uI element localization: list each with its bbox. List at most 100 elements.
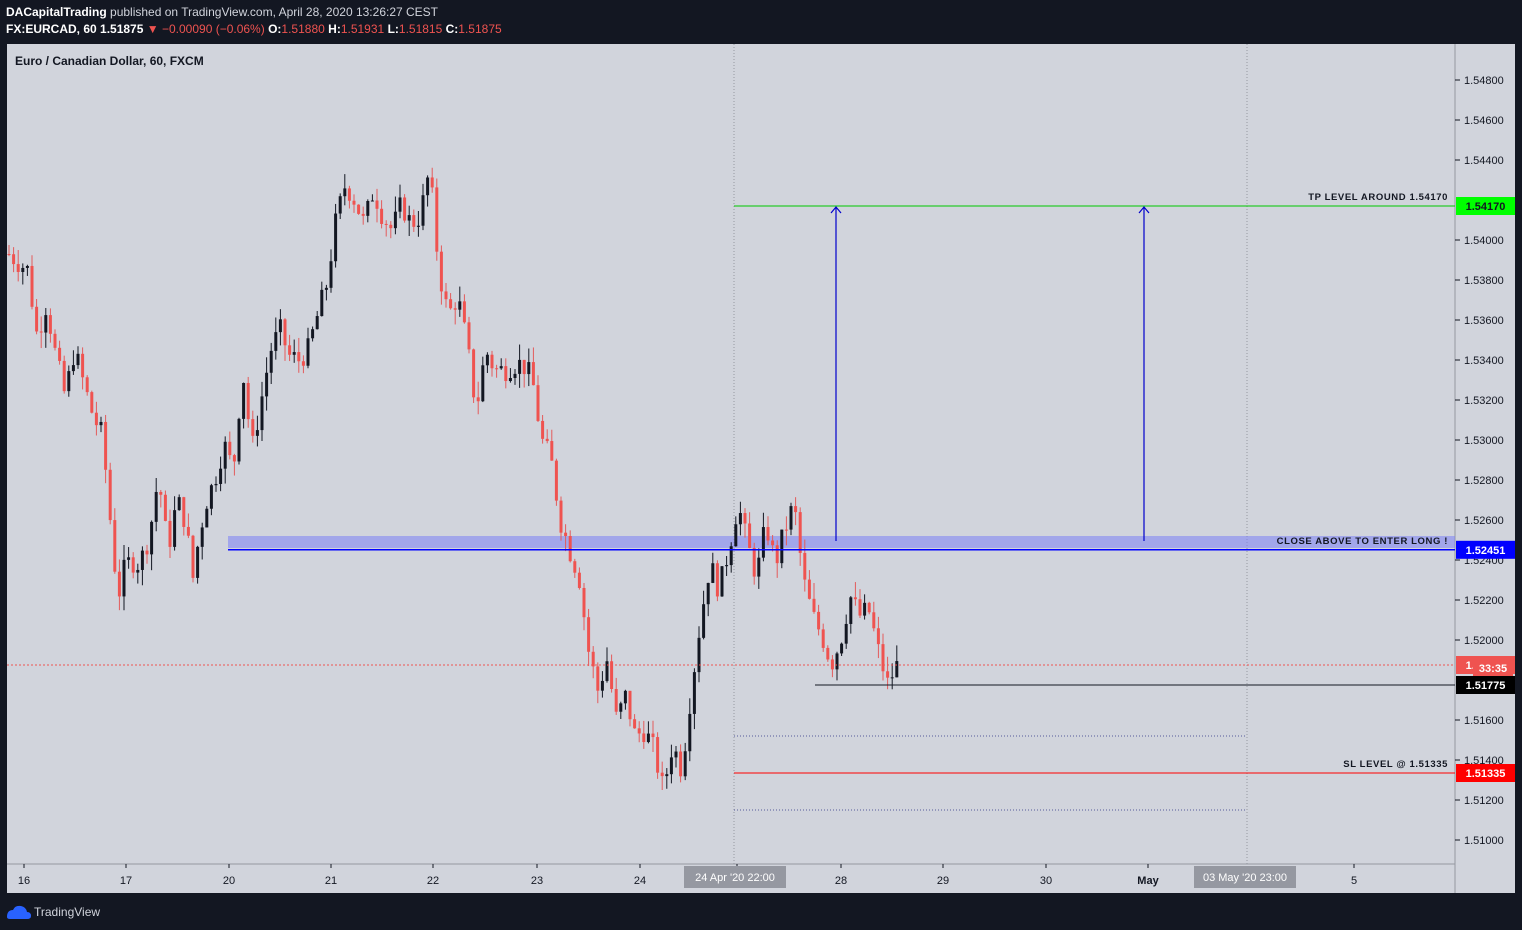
candle-body[interactable] (200, 527, 204, 547)
candle-body[interactable] (458, 301, 462, 310)
candle-body[interactable] (462, 301, 466, 323)
candle-body[interactable] (518, 359, 522, 374)
candle-body[interactable] (715, 563, 719, 597)
candle-body[interactable] (803, 552, 807, 580)
candle-body[interactable] (812, 598, 816, 612)
candle-body[interactable] (720, 566, 724, 597)
candle-body[interactable] (748, 523, 752, 548)
candle-body[interactable] (251, 419, 255, 436)
candle-body[interactable] (357, 204, 361, 214)
candle-body[interactable] (568, 536, 572, 562)
candle-body[interactable] (163, 494, 167, 521)
candle-body[interactable] (21, 267, 25, 272)
candle-body[interactable] (697, 637, 701, 673)
candle-body[interactable] (90, 392, 94, 413)
candle-body[interactable] (467, 322, 471, 350)
candle-body[interactable] (582, 587, 586, 618)
candle-body[interactable] (605, 661, 609, 681)
candle-body[interactable] (798, 512, 802, 553)
candle-body[interactable] (702, 604, 706, 638)
candle-body[interactable] (481, 365, 485, 402)
candle-body[interactable] (453, 308, 457, 310)
candle-body[interactable] (329, 261, 333, 288)
candle-body[interactable] (12, 254, 16, 265)
candle-body[interactable] (881, 644, 885, 672)
candle-body[interactable] (706, 582, 710, 605)
candle-body[interactable] (306, 338, 310, 366)
level-lines[interactable]: TP LEVEL AROUND 1.54170 CLOSE ABOVE TO EN… (7, 192, 1455, 811)
candle-body[interactable] (766, 527, 770, 541)
candle-body[interactable] (531, 362, 535, 386)
candle-body[interactable] (389, 224, 393, 229)
candle-body[interactable] (53, 333, 57, 348)
candle-body[interactable] (99, 421, 103, 426)
candle-body[interactable] (343, 188, 347, 197)
candle-body[interactable] (669, 757, 673, 775)
candle-body[interactable] (154, 491, 158, 522)
candle-body[interactable] (122, 559, 126, 597)
candle-body[interactable] (633, 719, 637, 729)
candle-body[interactable] (375, 200, 379, 209)
candle-body[interactable] (288, 345, 292, 355)
candle-body[interactable] (435, 187, 439, 252)
candle-body[interactable] (439, 251, 443, 292)
candle-body[interactable] (674, 751, 678, 758)
candle-body[interactable] (591, 651, 595, 667)
candle-body[interactable] (895, 661, 899, 678)
candle-body[interactable] (347, 188, 351, 201)
candle-body[interactable] (679, 751, 683, 777)
candle-body[interactable] (228, 441, 232, 456)
candle-body[interactable] (108, 469, 112, 521)
candle-body[interactable] (472, 349, 476, 398)
candle-body[interactable] (58, 347, 62, 361)
candle-body[interactable] (876, 628, 880, 645)
candle-body[interactable] (370, 200, 374, 202)
candle-body[interactable] (757, 557, 761, 577)
candle-body[interactable] (849, 597, 853, 624)
candle-body[interactable] (734, 524, 738, 547)
candle-body[interactable] (35, 306, 39, 332)
candle-body[interactable] (140, 550, 144, 570)
candle-body[interactable] (352, 200, 356, 205)
candle-body[interactable] (384, 223, 388, 225)
candle-body[interactable] (260, 396, 264, 431)
candle-body[interactable] (683, 751, 687, 777)
candle-body[interactable] (688, 713, 692, 752)
candle-body[interactable] (44, 315, 48, 333)
candle-body[interactable] (380, 208, 384, 224)
candle-body[interactable] (817, 611, 821, 630)
candle-body[interactable] (545, 438, 549, 442)
candle-body[interactable] (205, 508, 209, 528)
candle-body[interactable] (186, 526, 190, 536)
candle-body[interactable] (324, 287, 328, 290)
candle-body[interactable] (136, 569, 140, 573)
candle-body[interactable] (242, 382, 246, 419)
candle-body[interactable] (527, 362, 531, 375)
candle-body[interactable] (269, 350, 273, 373)
candle-body[interactable] (278, 319, 282, 333)
candle-body[interactable] (361, 213, 365, 216)
candle-body[interactable] (117, 571, 121, 597)
candle-body[interactable] (62, 360, 66, 392)
candle-body[interactable] (541, 420, 545, 439)
candle-body[interactable] (159, 491, 163, 495)
candle-body[interactable] (600, 680, 604, 691)
candle-body[interactable] (485, 354, 489, 366)
candle-body[interactable] (619, 703, 623, 712)
candle-body[interactable] (444, 291, 448, 300)
candle-body[interactable] (292, 352, 296, 355)
candle-body[interactable] (729, 546, 733, 566)
candle-body[interactable] (789, 506, 793, 530)
candle-body[interactable] (771, 540, 775, 546)
candle-body[interactable] (725, 565, 729, 567)
candle-body[interactable] (403, 197, 407, 221)
candle-body[interactable] (71, 365, 75, 372)
candle-body[interactable] (237, 418, 241, 462)
candle-body[interactable] (191, 535, 195, 578)
candle-body[interactable] (85, 377, 89, 393)
candle-body[interactable] (265, 372, 269, 397)
candle-body[interactable] (495, 368, 499, 370)
candle-body[interactable] (81, 353, 85, 378)
candle-body[interactable] (476, 397, 480, 402)
candle-body[interactable] (835, 653, 839, 670)
